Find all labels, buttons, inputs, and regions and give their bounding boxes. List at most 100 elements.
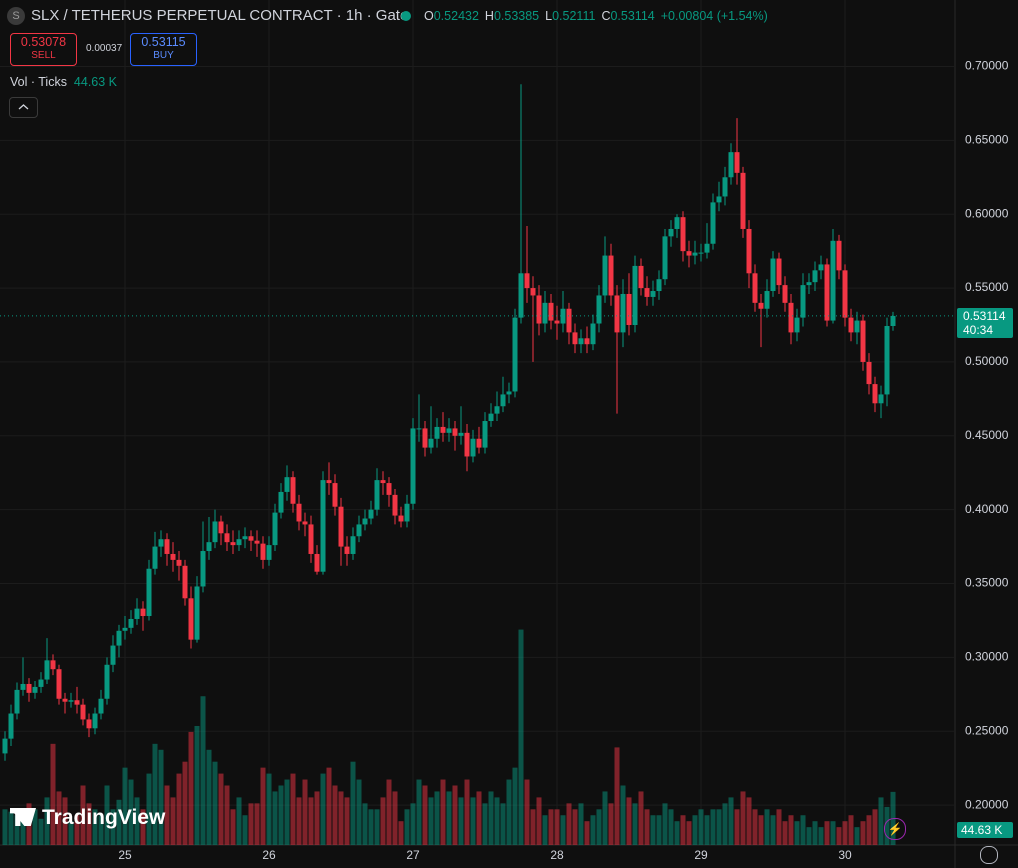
candle-body — [320, 480, 326, 572]
candle-body — [32, 686, 38, 693]
volume-bar — [788, 815, 794, 845]
candle-body — [602, 255, 608, 296]
volume-bar — [596, 809, 602, 845]
sell-label: SELL — [31, 50, 56, 61]
buy-button[interactable]: 0.53115 BUY — [130, 33, 197, 66]
candle-body — [758, 302, 764, 309]
candle-body — [356, 524, 362, 537]
volume-bar — [878, 797, 884, 845]
candle-body — [866, 361, 872, 385]
volume-bar — [440, 779, 446, 845]
ohlc-key: O — [424, 9, 434, 23]
y-tick-label: 0.60000 — [965, 206, 1009, 220]
volume-bars — [2, 629, 896, 845]
candle-body — [296, 503, 302, 522]
volume-bar — [464, 779, 470, 845]
candle-body — [224, 533, 230, 543]
volume-bar — [584, 821, 590, 845]
volume-bar — [836, 827, 842, 845]
y-tick-label: 0.65000 — [965, 133, 1009, 147]
last-price-label: 0.53114 — [963, 308, 1006, 323]
volume-bar — [848, 815, 854, 845]
volume-bar — [782, 821, 788, 845]
candle-body — [776, 258, 782, 286]
volume-bar — [518, 629, 524, 845]
volume-bar — [296, 797, 302, 845]
volume-bar — [140, 809, 146, 845]
candle-body — [92, 713, 98, 729]
volume-bar — [74, 815, 80, 845]
volume-bar — [560, 815, 566, 845]
volume-bar — [272, 791, 278, 845]
volume-bar — [404, 809, 410, 845]
chart-title[interactable]: SLX / TETHERUS PERPETUAL CONTRACT · 1h ·… — [31, 7, 409, 24]
candle-body — [20, 683, 26, 690]
ohlc-legend: O0.52432 H0.53385 L0.52111 C0.53114 +0.00804… — [424, 9, 768, 23]
volume-bar — [266, 773, 272, 845]
y-tick-label: 0.45000 — [965, 428, 1009, 442]
candle-body — [158, 539, 164, 547]
volume-bar — [662, 803, 668, 845]
candle-body — [464, 432, 470, 457]
candle-body — [560, 308, 566, 324]
volume-bar — [548, 809, 554, 845]
volume-bar — [692, 815, 698, 845]
volume-bar — [620, 785, 626, 845]
volume-bar — [674, 821, 680, 845]
candle-body — [854, 320, 860, 333]
candle-body — [56, 669, 62, 699]
volume-bar — [704, 815, 710, 845]
candle-body — [164, 539, 170, 554]
volume-bar — [290, 773, 296, 845]
candle-body — [470, 438, 476, 457]
candle-body — [614, 295, 620, 333]
volume-bar — [122, 767, 128, 845]
volume-bar — [308, 797, 314, 845]
volume-bar — [254, 803, 260, 845]
candle-body — [818, 264, 824, 271]
volume-bar — [350, 761, 356, 845]
y-tick-label: 0.25000 — [965, 723, 1009, 737]
volume-bar — [68, 821, 74, 845]
volume-bar — [194, 725, 200, 845]
volume-bar — [422, 785, 428, 845]
candle-body — [746, 228, 752, 274]
candle-body — [620, 293, 626, 333]
x-tick-label: 26 — [262, 848, 276, 862]
ohlc-value: 0.52432 — [433, 9, 479, 23]
candle-body — [2, 738, 8, 754]
volume-indicator[interactable]: Vol · Ticks 44.63 K — [10, 75, 117, 89]
candle-body — [518, 273, 524, 318]
volume-bar — [566, 803, 572, 845]
volume-bar — [56, 791, 62, 845]
volume-bar — [722, 803, 728, 845]
candle-body — [332, 483, 338, 507]
candle-body — [704, 243, 710, 253]
alert-icon[interactable]: ⚡ — [884, 818, 906, 840]
volume-bar — [830, 821, 836, 845]
candle-body — [128, 618, 134, 628]
candle-body — [488, 413, 494, 422]
volume-bar — [50, 743, 56, 845]
y-tick-label: 0.40000 — [965, 502, 1009, 516]
volume-bar — [392, 791, 398, 845]
volume-bar — [44, 797, 50, 845]
volume-bar — [134, 797, 140, 845]
volume-bar — [746, 797, 752, 845]
volume-bar — [812, 821, 818, 845]
candle-body — [398, 515, 404, 522]
volume-bar — [242, 815, 248, 845]
volume-bar — [446, 791, 452, 845]
settings-icon[interactable] — [980, 846, 998, 864]
candle-body — [506, 391, 512, 395]
collapse-button[interactable] — [9, 97, 38, 118]
candle-body — [308, 524, 314, 554]
candle-body — [584, 338, 590, 345]
candle-body — [86, 719, 92, 729]
volume-bar — [314, 791, 320, 845]
sell-button[interactable]: 0.53078 SELL — [10, 33, 77, 66]
volume-bar — [458, 797, 464, 845]
candle-body — [272, 512, 278, 546]
candle-body — [314, 553, 320, 572]
candle-body — [74, 700, 80, 705]
